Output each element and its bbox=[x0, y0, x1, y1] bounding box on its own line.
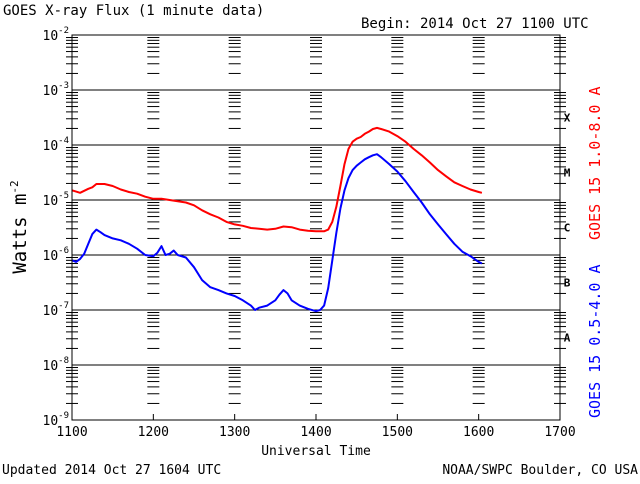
flare-class-labels: A B C M X bbox=[564, 112, 571, 345]
x-tick-label: 1700 bbox=[544, 425, 575, 440]
x-tick-label: 1500 bbox=[382, 425, 413, 440]
y-tick-label: 10-9 bbox=[43, 411, 70, 429]
series-line-short-wavelength bbox=[71, 153, 483, 313]
legend-series-blue: GOES 15 0.5-4.0 A bbox=[586, 264, 604, 418]
x-tick-label: 1600 bbox=[463, 425, 494, 440]
svg-text:Watts m-2: Watts m-2 bbox=[8, 180, 31, 273]
x-tick-label: 1400 bbox=[300, 425, 331, 440]
y-tick-label: 10-2 bbox=[43, 26, 70, 44]
series-line-long-wavelength bbox=[71, 126, 483, 233]
y-tick-label: 10-5 bbox=[43, 191, 70, 209]
flare-class-C: C bbox=[564, 222, 571, 235]
x-tick-label: 1300 bbox=[219, 425, 250, 440]
y-axis: 10-9 10-8 10-7 10-6 10-5 10-4 10-3 10-2 bbox=[43, 26, 70, 429]
y-tick-label: 10-7 bbox=[43, 301, 70, 319]
footer-updated: Updated 2014 Oct 27 1604 UTC bbox=[2, 463, 221, 478]
flare-class-M: M bbox=[564, 167, 571, 180]
series-layer bbox=[71, 126, 483, 313]
begin-label: Begin: 2014 Oct 27 1100 UTC bbox=[361, 16, 589, 32]
y-tick-label: 10-8 bbox=[43, 356, 70, 374]
footer-credit: NOAA/SWPC Boulder, CO USA bbox=[442, 463, 638, 478]
y-axis-label: Watts m-2 bbox=[8, 180, 31, 273]
legend-series-red: GOES 15 1.0-8.0 A bbox=[586, 86, 604, 240]
flare-class-B: B bbox=[564, 277, 571, 290]
y-axis-label-exponent: -2 bbox=[8, 180, 21, 193]
y-tick-label: 10-4 bbox=[43, 136, 70, 154]
y-axis-label-text: Watts m bbox=[9, 194, 31, 274]
x-tick-label: 1200 bbox=[138, 425, 169, 440]
chart-title: GOES X-ray Flux (1 minute data) bbox=[3, 3, 264, 19]
y-tick-label: 10-3 bbox=[43, 81, 70, 99]
x-axis-label: Universal Time bbox=[261, 444, 371, 459]
x-axis: 1100 1200 1300 1400 1500 1600 1700 bbox=[56, 414, 576, 440]
y-tick-label: 10-6 bbox=[43, 246, 70, 264]
flare-class-X: X bbox=[564, 112, 571, 125]
flare-class-A: A bbox=[564, 332, 571, 345]
x-tick-label: 1100 bbox=[56, 425, 87, 440]
